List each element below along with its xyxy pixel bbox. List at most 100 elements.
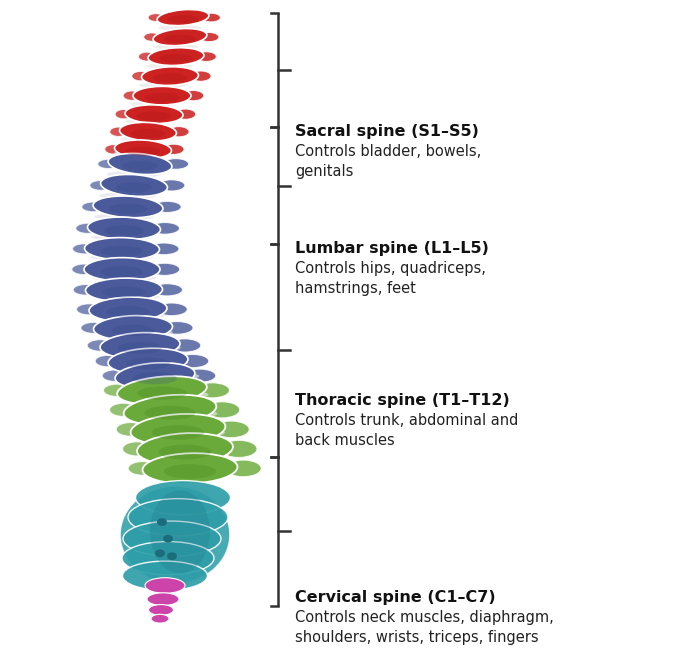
Ellipse shape [131, 414, 225, 445]
Ellipse shape [123, 91, 141, 100]
Ellipse shape [99, 192, 156, 199]
Ellipse shape [154, 44, 199, 50]
Ellipse shape [108, 348, 188, 374]
Ellipse shape [133, 86, 191, 105]
Ellipse shape [202, 13, 220, 22]
Text: Lumbar spine (L1–L5): Lumbar spine (L1–L5) [295, 241, 489, 256]
Ellipse shape [131, 129, 165, 138]
Ellipse shape [196, 52, 216, 62]
Ellipse shape [126, 358, 170, 370]
Ellipse shape [73, 285, 98, 295]
Ellipse shape [98, 159, 118, 168]
Ellipse shape [150, 490, 210, 573]
Ellipse shape [120, 486, 230, 584]
Ellipse shape [169, 339, 201, 352]
Ellipse shape [86, 278, 163, 302]
Ellipse shape [105, 145, 122, 154]
Ellipse shape [82, 202, 104, 212]
Ellipse shape [109, 127, 127, 136]
Ellipse shape [116, 422, 145, 436]
Ellipse shape [143, 453, 237, 484]
Ellipse shape [73, 244, 97, 254]
Ellipse shape [104, 225, 144, 236]
Ellipse shape [145, 427, 225, 438]
Ellipse shape [128, 499, 228, 536]
Ellipse shape [156, 303, 187, 316]
Ellipse shape [107, 306, 150, 318]
Ellipse shape [150, 263, 180, 276]
Ellipse shape [100, 333, 180, 358]
Ellipse shape [94, 316, 173, 340]
Ellipse shape [175, 109, 196, 119]
Ellipse shape [92, 274, 156, 281]
Ellipse shape [153, 202, 181, 213]
Ellipse shape [159, 54, 193, 63]
Ellipse shape [163, 144, 184, 155]
Ellipse shape [157, 518, 167, 526]
Ellipse shape [199, 32, 219, 42]
Ellipse shape [184, 369, 216, 382]
Ellipse shape [161, 322, 193, 334]
Ellipse shape [145, 93, 180, 102]
Ellipse shape [120, 122, 177, 141]
Ellipse shape [114, 140, 171, 159]
Ellipse shape [167, 15, 199, 23]
Ellipse shape [149, 243, 179, 255]
Ellipse shape [158, 25, 201, 31]
Ellipse shape [151, 614, 169, 623]
Ellipse shape [107, 328, 173, 336]
Ellipse shape [137, 433, 233, 465]
Ellipse shape [126, 146, 160, 156]
Text: Controls trunk, abdominal and
back muscles: Controls trunk, abdominal and back muscl… [295, 413, 518, 448]
Ellipse shape [158, 445, 211, 460]
Ellipse shape [157, 10, 209, 25]
Ellipse shape [120, 136, 166, 142]
Ellipse shape [144, 406, 196, 420]
Ellipse shape [122, 358, 188, 367]
Ellipse shape [115, 344, 181, 352]
Ellipse shape [95, 356, 121, 367]
Ellipse shape [122, 161, 158, 171]
Ellipse shape [153, 29, 207, 46]
Ellipse shape [164, 464, 216, 478]
Ellipse shape [220, 440, 257, 458]
Ellipse shape [122, 442, 152, 456]
Ellipse shape [145, 578, 185, 593]
Ellipse shape [163, 159, 188, 169]
Ellipse shape [164, 34, 197, 43]
Ellipse shape [152, 425, 204, 439]
Ellipse shape [148, 47, 204, 66]
Ellipse shape [150, 222, 180, 234]
Text: Controls hips, quadriceps,
hamstrings, feet: Controls hips, quadriceps, hamstrings, f… [295, 261, 486, 296]
Ellipse shape [135, 480, 231, 515]
Ellipse shape [107, 171, 161, 177]
Ellipse shape [124, 395, 216, 425]
Ellipse shape [139, 82, 185, 88]
Ellipse shape [131, 389, 209, 400]
Ellipse shape [91, 254, 153, 261]
Ellipse shape [152, 284, 182, 296]
Ellipse shape [94, 213, 154, 220]
Ellipse shape [101, 246, 143, 257]
Ellipse shape [137, 387, 187, 400]
Ellipse shape [102, 370, 128, 382]
Ellipse shape [169, 127, 189, 137]
Ellipse shape [101, 266, 143, 278]
Ellipse shape [75, 224, 99, 233]
Ellipse shape [108, 153, 172, 174]
Text: Thoracic spine (T1–T12): Thoracic spine (T1–T12) [295, 393, 510, 408]
Ellipse shape [81, 322, 106, 333]
Ellipse shape [148, 604, 173, 616]
Ellipse shape [147, 593, 179, 606]
Ellipse shape [117, 376, 207, 404]
Ellipse shape [93, 196, 163, 218]
Ellipse shape [114, 150, 166, 157]
Ellipse shape [225, 460, 261, 476]
Ellipse shape [124, 371, 199, 381]
Ellipse shape [112, 324, 155, 336]
Ellipse shape [103, 287, 145, 298]
Ellipse shape [213, 421, 250, 437]
Ellipse shape [177, 354, 209, 368]
Text: Controls bladder, bowels,
genitals: Controls bladder, bowels, genitals [295, 144, 481, 179]
Ellipse shape [109, 403, 137, 417]
